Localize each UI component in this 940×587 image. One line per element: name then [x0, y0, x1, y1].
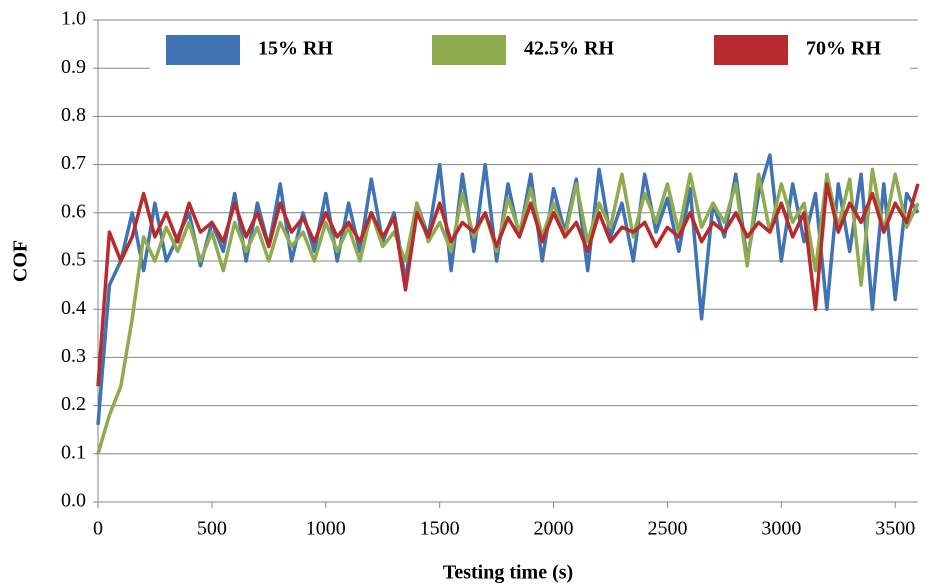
x-tick-label: 1000 [306, 518, 346, 540]
y-tick-label: 0.4 [61, 297, 86, 319]
x-tick-label: 2000 [534, 518, 574, 540]
x-tick-label: 3500 [875, 518, 915, 540]
series-line [96, 167, 920, 455]
y-tick-label: 0.1 [61, 441, 86, 463]
y-tick-label: 0.9 [61, 56, 86, 78]
y-tick-label: 0.0 [61, 490, 86, 512]
legend-label: 70% RH [806, 38, 881, 60]
x-tick-label: 1500 [420, 518, 460, 540]
y-tick-label: 1.0 [61, 8, 86, 30]
legend-label: 42.5% RH [524, 38, 614, 60]
series-line [96, 182, 920, 387]
x-axis-label: Testing time (s) [443, 562, 573, 584]
x-tick-label: 0 [93, 518, 103, 540]
x-tick-label: 2500 [647, 518, 687, 540]
x-tick-label: 500 [197, 518, 227, 540]
y-axis-label: COF [10, 240, 32, 282]
legend-label: 15% RH [258, 38, 333, 60]
x-tick-label: 3000 [761, 518, 801, 540]
series-line [96, 153, 920, 426]
y-tick-label: 0.5 [61, 249, 86, 271]
y-tick-label: 0.3 [61, 345, 86, 367]
y-tick-label: 0.6 [61, 200, 86, 222]
y-tick-label: 0.2 [61, 393, 86, 415]
y-tick-label: 0.7 [61, 152, 86, 174]
y-tick-label: 0.8 [61, 104, 86, 126]
